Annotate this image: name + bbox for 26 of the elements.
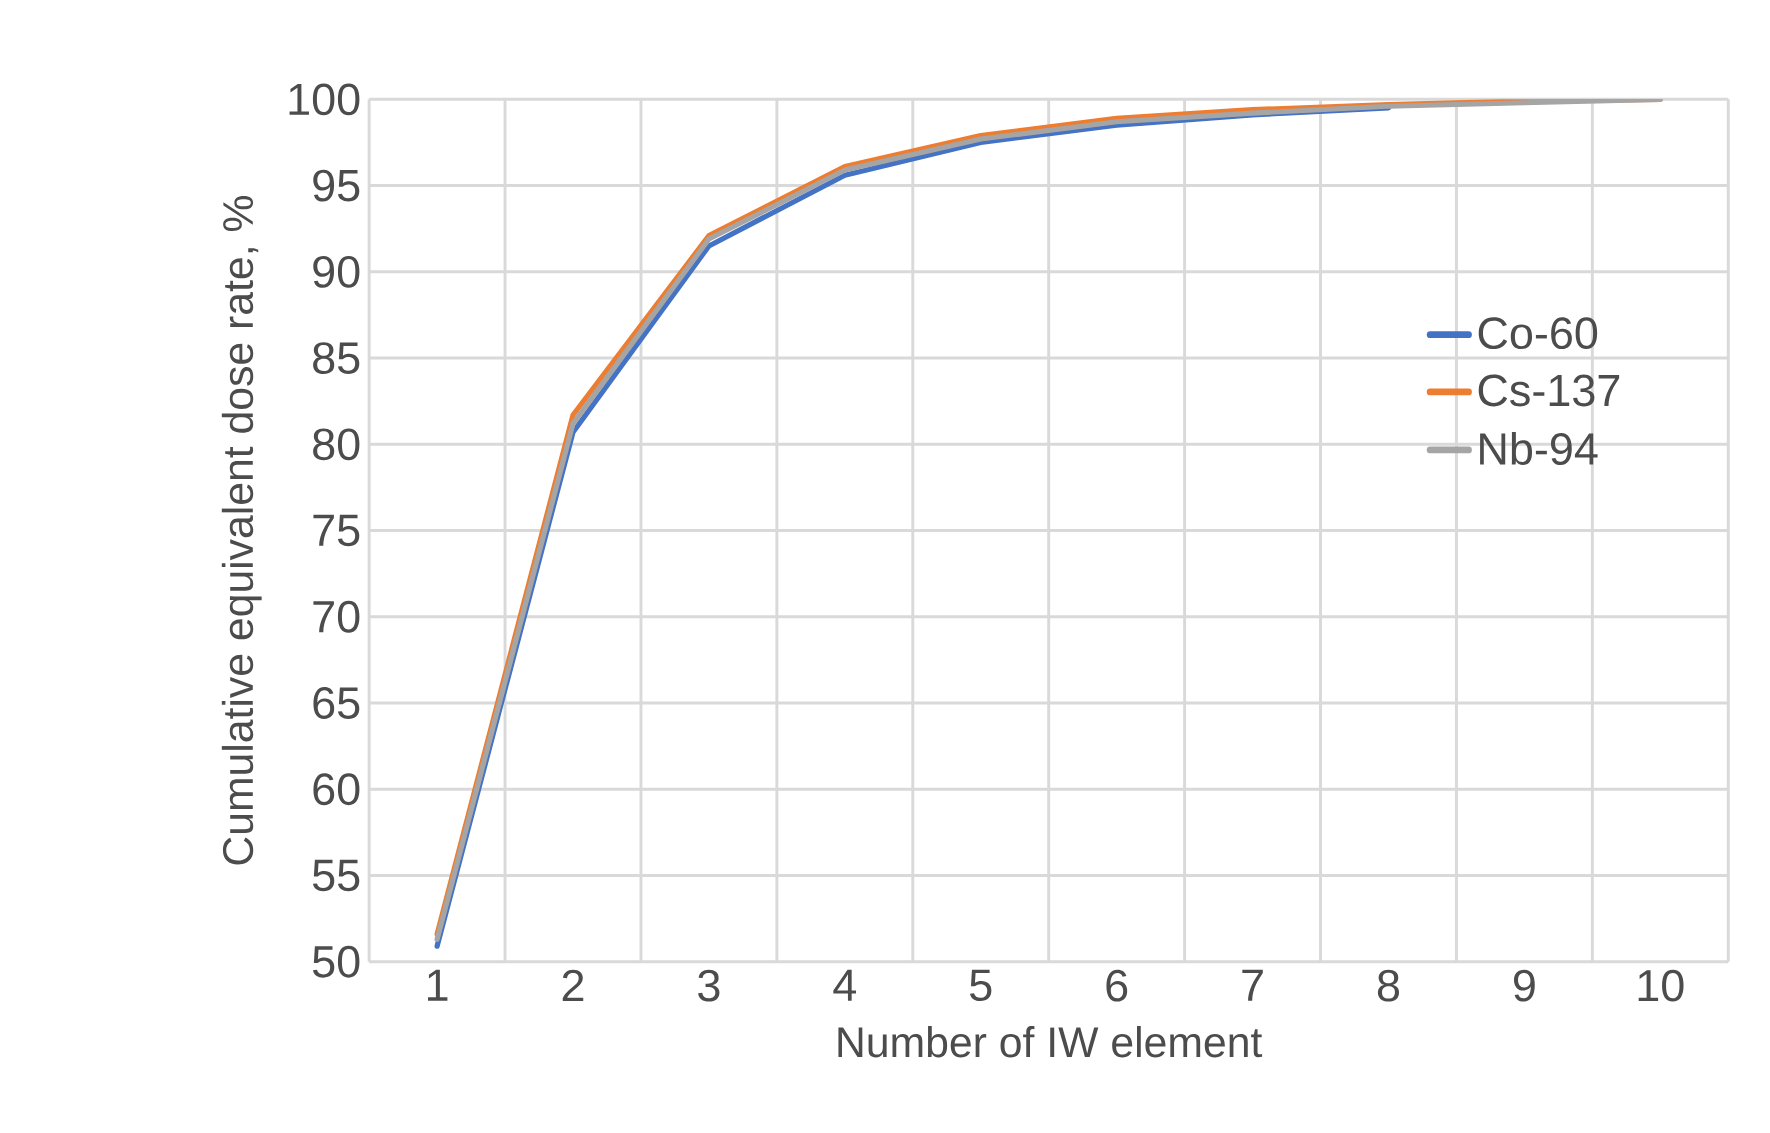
x-tick-label: 3 xyxy=(698,969,720,1002)
x-tick-label: 5 xyxy=(970,969,992,1001)
legend-label: Co-60 xyxy=(1478,317,1598,349)
y-tick-label: 50 xyxy=(312,945,360,978)
x-tick-label: 6 xyxy=(1106,969,1128,1002)
y-tick-label: 65 xyxy=(313,686,360,719)
y-axis-title: Cumulative equivalent dose rate, % xyxy=(221,195,262,865)
x-tick-label: 1 xyxy=(428,969,448,1001)
y-tick-label: 90 xyxy=(313,255,360,288)
legend-label: Cs-137 xyxy=(1478,374,1620,407)
y-tick-label: 60 xyxy=(313,773,360,806)
y-tick-label: 85 xyxy=(313,341,360,374)
x-tick-label: 10 xyxy=(1638,969,1684,1002)
x-tick-label: 7 xyxy=(1242,969,1263,1001)
y-tick-label: 95 xyxy=(313,169,360,202)
y-tick-label: 100 xyxy=(289,83,360,116)
x-tick-label: 2 xyxy=(562,969,584,1001)
y-tick-label: 80 xyxy=(313,428,360,461)
x-tick-label: 9 xyxy=(1514,969,1535,1002)
legend-label: Nb-94 xyxy=(1480,431,1598,465)
y-tick-label: 75 xyxy=(313,514,360,547)
y-tick-label: 55 xyxy=(312,859,360,892)
y-tick-label: 70 xyxy=(313,600,360,633)
x-tick-label: 4 xyxy=(833,969,857,1001)
x-axis-title: Number of IW element xyxy=(838,1025,1263,1058)
x-tick-label: 8 xyxy=(1377,969,1400,1002)
